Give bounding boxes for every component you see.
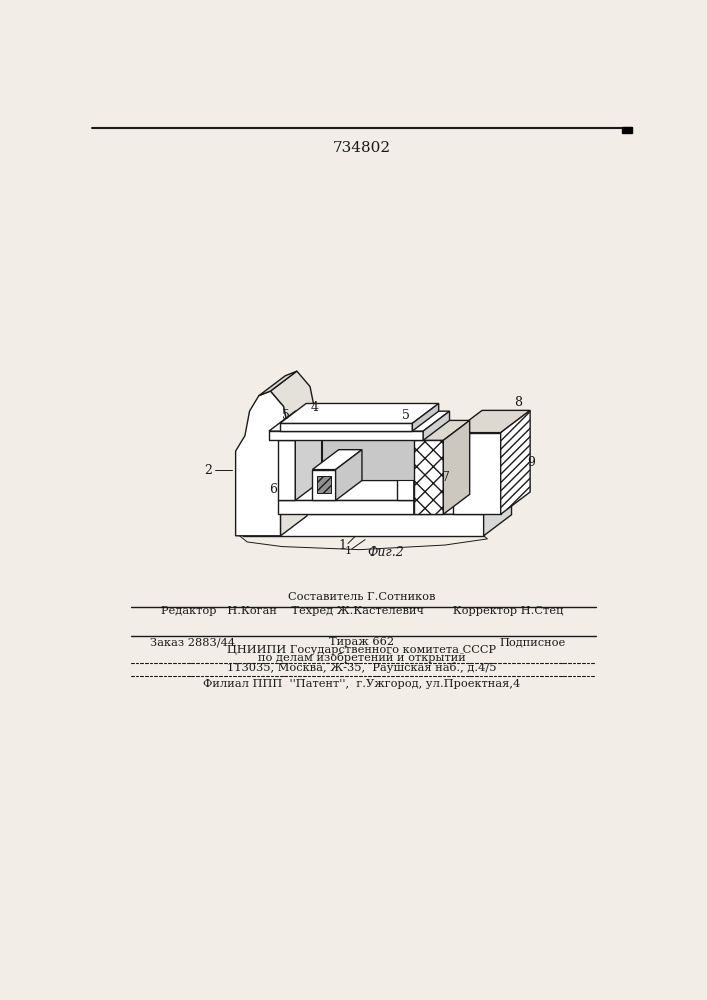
Polygon shape [322, 420, 423, 480]
Text: Филиал ППП  ''Патент'',  г.Ужгород, ул.Проектная,4: Филиал ППП ''Патент'', г.Ужгород, ул.Про… [204, 679, 520, 689]
Polygon shape [235, 391, 290, 536]
Polygon shape [452, 410, 530, 433]
Text: Фиг.2: Фиг.2 [368, 546, 404, 559]
Text: 1: 1 [344, 546, 351, 556]
Polygon shape [279, 500, 414, 514]
Text: Подписное: Подписное [499, 637, 566, 647]
Polygon shape [243, 493, 512, 514]
Text: 7: 7 [442, 471, 450, 484]
Polygon shape [235, 533, 488, 550]
Polygon shape [414, 420, 469, 440]
Polygon shape [484, 493, 512, 536]
Polygon shape [452, 433, 501, 514]
Polygon shape [317, 476, 331, 493]
Polygon shape [397, 420, 440, 440]
Text: 8: 8 [514, 396, 522, 409]
Polygon shape [279, 480, 440, 500]
Text: 6: 6 [269, 483, 277, 496]
Text: Составитель Г.Сотников: Составитель Г.Сотников [288, 592, 436, 602]
Polygon shape [279, 440, 296, 500]
Polygon shape [271, 371, 316, 536]
Text: 734802: 734802 [333, 141, 391, 155]
Text: 5: 5 [282, 409, 290, 422]
Text: 4: 4 [310, 401, 319, 414]
Polygon shape [414, 480, 440, 514]
Text: по делам изобретений и открытий: по делам изобретений и открытий [258, 652, 466, 663]
Polygon shape [397, 440, 414, 500]
Text: Тираж 662: Тираж 662 [329, 637, 394, 647]
Polygon shape [423, 411, 450, 440]
Polygon shape [243, 514, 484, 536]
Text: Заказ 2883/44: Заказ 2883/44 [151, 637, 235, 647]
Text: 5: 5 [402, 409, 410, 422]
Polygon shape [269, 431, 423, 440]
Text: 1: 1 [339, 539, 346, 552]
Polygon shape [501, 410, 530, 514]
Polygon shape [312, 470, 336, 500]
Bar [622, 127, 633, 133]
Polygon shape [414, 440, 443, 514]
Polygon shape [280, 423, 412, 431]
Polygon shape [414, 420, 440, 500]
Polygon shape [312, 450, 362, 470]
Polygon shape [412, 403, 438, 431]
Polygon shape [336, 450, 362, 500]
Text: 2: 2 [204, 464, 212, 477]
Polygon shape [279, 420, 322, 440]
Text: Редактор   Н.Коган    Техред Ж.Кастелевич        Корректор Н.Стец: Редактор Н.Коган Техред Ж.Кастелевич Кор… [160, 606, 563, 616]
Polygon shape [443, 420, 469, 514]
Polygon shape [259, 371, 297, 396]
Text: 113035, Москва, Ж-35,  Раушская наб., д.4/5: 113035, Москва, Ж-35, Раушская наб., д.4… [227, 662, 497, 673]
Polygon shape [269, 411, 450, 431]
Text: 9: 9 [527, 456, 534, 469]
Polygon shape [296, 420, 322, 500]
Polygon shape [280, 403, 438, 423]
Text: ЦНИИПИ Государственного комитета СССР: ЦНИИПИ Государственного комитета СССР [228, 645, 496, 655]
